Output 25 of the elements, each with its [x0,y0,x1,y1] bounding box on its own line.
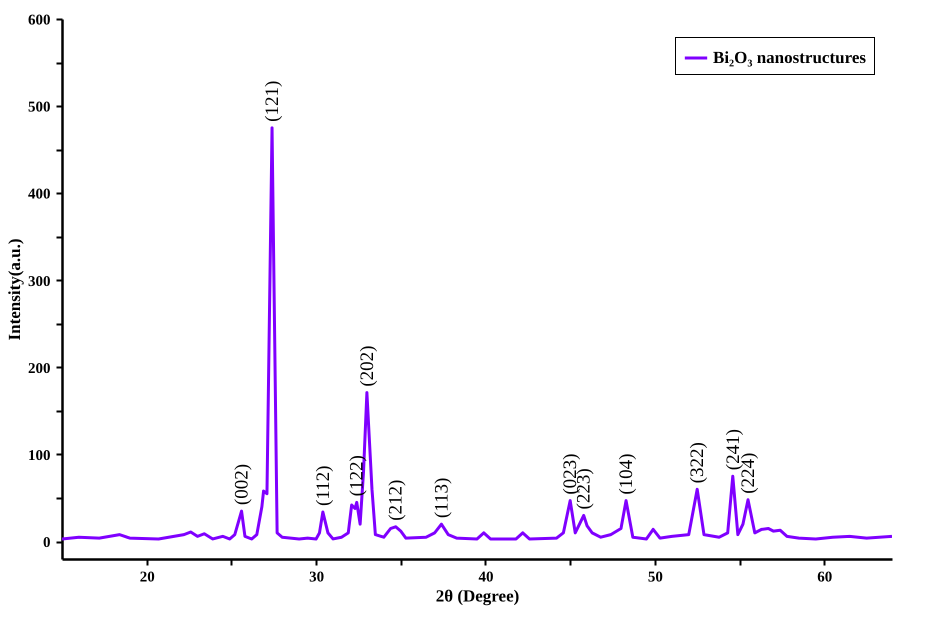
annotation: (113) [431,478,452,518]
y-tick-label: 0 [43,535,50,552]
x-tick-label: 60 [817,570,832,586]
annotation: (202) [356,345,378,387]
annotation: (121) [262,80,284,122]
line-series [62,126,892,540]
y-tick-label: 500 [28,100,50,116]
x-tick-label: 30 [309,570,324,586]
x-tick-label: 40 [478,570,494,586]
y-tick-label: 300 [28,274,50,290]
annotation: (322) [687,442,708,484]
y-axis-title: Intensity(a.u.) [5,238,24,341]
x-axis-title: 2θ (Degree) [436,586,520,606]
annotation: (212) [386,480,407,521]
y-tick-label: 600 [28,12,50,28]
y-tick-label: 200 [28,360,50,377]
y-tick-label: 100 [28,448,50,464]
x-tick-label: 20 [140,570,155,586]
annotation: (002) [232,464,253,506]
legend-label: Bi₂O₃ nanostructures [713,48,866,67]
annotation: (112) [312,466,334,506]
x-tick-label: 50 [648,570,663,586]
annotation: (104) [616,453,638,495]
annotation: (122) [346,455,368,496]
y-tick-label: 400 [28,186,50,203]
